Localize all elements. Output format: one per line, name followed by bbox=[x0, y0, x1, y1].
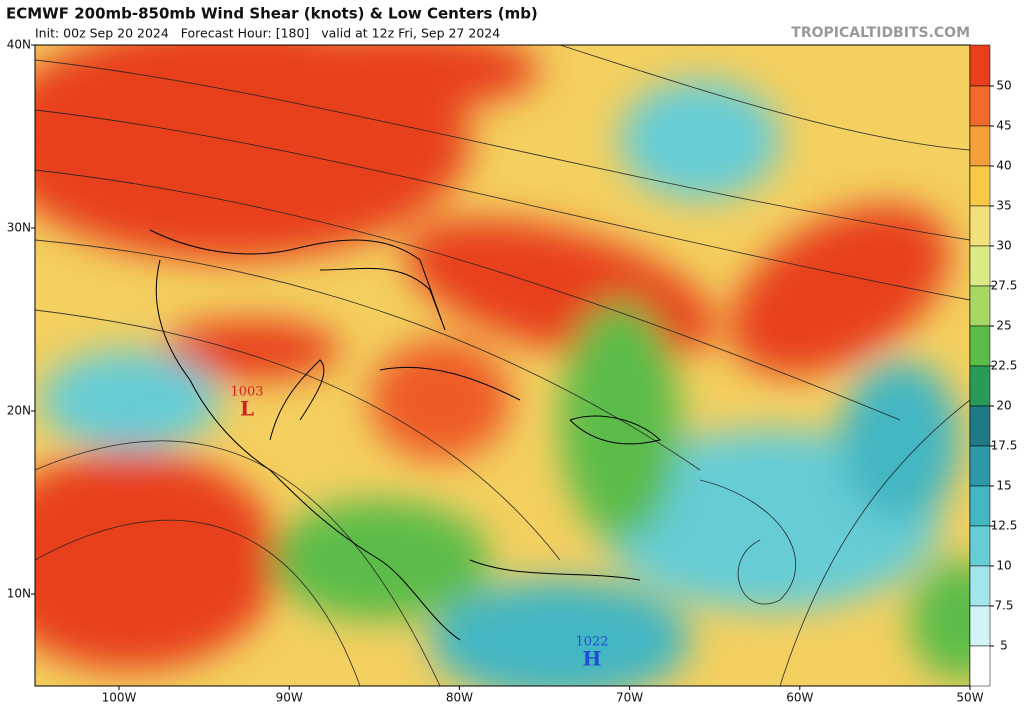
pressure-symbol: L bbox=[240, 397, 254, 421]
colorbar-swatch bbox=[969, 285, 991, 327]
pressure-value: 1022 bbox=[575, 635, 608, 650]
colorbar: 50 45 40 35 30 27.5 25 22.5 20 17.5 15 12.5 10 7.5 5 bbox=[969, 44, 1018, 687]
colorbar-swatch bbox=[969, 125, 991, 167]
lat-label: 20N bbox=[7, 404, 31, 418]
colorbar-swatch bbox=[969, 165, 991, 207]
subtitle: Init: 00z Sep 20 2024 Forecast Hour: [18… bbox=[35, 26, 500, 41]
shear-field bbox=[35, 45, 970, 686]
title: ECMWF 200mb-850mb Wind Shear (knots) & L… bbox=[6, 5, 538, 23]
colorbar-swatch bbox=[969, 325, 991, 367]
colorbar-swatch bbox=[969, 605, 991, 647]
colorbar-swatch bbox=[969, 445, 991, 487]
pressure-value: 1003 bbox=[230, 385, 263, 400]
colorbar-label: 27.5 bbox=[991, 279, 1018, 293]
colorbar-swatch bbox=[969, 44, 991, 87]
colorbar-label: 12.5 bbox=[991, 519, 1018, 533]
colorbar-swatch bbox=[969, 205, 991, 247]
lon-label: 70W bbox=[616, 691, 643, 705]
colorbar-label: 35 bbox=[996, 199, 1011, 213]
lon-label: 90W bbox=[276, 691, 303, 705]
colorbar-label: 25 bbox=[996, 319, 1011, 333]
colorbar-label: 20 bbox=[996, 399, 1011, 413]
colorbar-swatch bbox=[969, 365, 991, 407]
streamlines bbox=[35, 45, 970, 686]
colorbar-label: 15 bbox=[996, 479, 1011, 493]
lon-label: 80W bbox=[446, 691, 473, 705]
colorbar-label: 10 bbox=[996, 559, 1011, 573]
lat-label: 30N bbox=[7, 221, 31, 235]
colorbar-label: 22.5 bbox=[991, 359, 1018, 373]
lat-label: 40N bbox=[7, 38, 31, 52]
lat-label: 10N bbox=[7, 587, 31, 601]
colorbar-swatch bbox=[969, 405, 991, 447]
colorbar-swatch bbox=[969, 85, 991, 127]
colorbar-swatch bbox=[969, 485, 991, 527]
pressure-symbol: H bbox=[583, 647, 602, 671]
colorbar-swatch bbox=[969, 565, 991, 607]
watermark: TROPICALTIDBITS.COM bbox=[791, 25, 970, 41]
coastlines bbox=[149, 229, 661, 641]
colorbar-swatch bbox=[969, 525, 991, 567]
lon-label: 60W bbox=[786, 691, 813, 705]
colorbar-label: 5 bbox=[1000, 639, 1008, 653]
colorbar-label: 7.5 bbox=[994, 599, 1013, 613]
colorbar-swatch bbox=[969, 245, 991, 287]
colorbar-label: 50 bbox=[996, 79, 1011, 93]
colorbar-label: 30 bbox=[996, 239, 1011, 253]
colorbar-label: 17.5 bbox=[991, 439, 1018, 453]
lon-label: 100W bbox=[102, 691, 137, 705]
colorbar-label: 40 bbox=[996, 159, 1011, 173]
colorbar-label: 45 bbox=[996, 119, 1011, 133]
lon-label: 50W bbox=[956, 691, 983, 705]
colorbar-swatch bbox=[969, 645, 991, 687]
